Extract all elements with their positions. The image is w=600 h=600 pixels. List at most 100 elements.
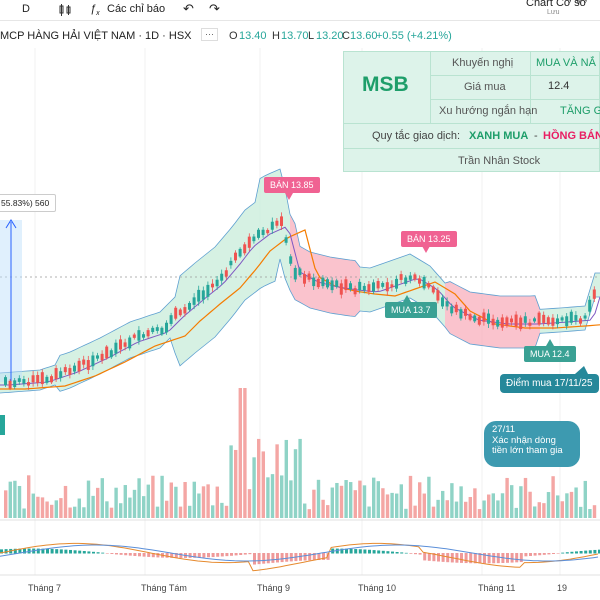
macd-signal-line [0,544,599,562]
indicators-button[interactable]: Các chỉ báo [107,3,166,15]
macd-histogram-bar [69,549,72,554]
macd-histogram-bar [271,553,275,563]
macd-histogram-bar [46,548,49,554]
candlestick-series [4,212,596,391]
macd-histogram-bar [395,551,399,554]
buy-callout-1[interactable]: MUA 13.7 [385,302,437,318]
volume-bar [183,482,187,518]
macd-histogram-bar [280,553,284,563]
candle-body [542,314,546,323]
candle-body [96,355,99,359]
volume-bar [579,506,583,518]
macd-histogram [0,548,600,565]
candle-body [450,306,454,314]
macd-histogram-bar [119,553,123,555]
info-grid-line-h4 [344,148,600,149]
x-axis-label-aug: Tháng Tám [141,583,187,593]
symbol-title[interactable]: MCP HÀNG HẢI VIỆT NAM · 1D · HSX [0,30,192,42]
volume-bar [261,451,265,518]
sell-callout-2[interactable]: BÁN 13.25 [401,231,457,247]
chevron-down-icon[interactable]: ˅ [576,0,582,7]
volume-bar [496,500,500,518]
sell-callout-1[interactable]: BÁN 13.85 [264,177,320,193]
ticker-symbol: MSB [362,73,409,96]
candle-body [528,322,532,326]
macd-histogram-bar [326,553,330,560]
volume-bar [500,493,505,518]
volume-bar [330,487,334,518]
volume-bar [137,478,141,518]
candle-body [404,277,408,284]
macd-histogram-bar [124,553,128,556]
volume-bar [376,481,380,518]
x-axis-label-jul: Tháng 7 [28,583,62,593]
candle-body [155,327,159,331]
bollinger-band-bullish [0,169,600,393]
volume-bar [569,491,574,518]
volume-bar [533,506,537,518]
volume-bar [505,477,509,518]
macd-histogram-bar [243,553,247,555]
measure-base-marker [0,415,5,435]
macd-histogram-bar [18,548,22,554]
candle-body [326,279,329,288]
volume-bar [408,475,413,518]
macd-histogram-bar [82,551,86,554]
buy-callout-2[interactable]: MUA 12.4 [524,346,576,362]
volume-bar [206,484,210,518]
recommendation-value: MUA VÀ NẮ [536,57,596,69]
volume-bar [528,491,532,518]
macd-histogram-bar [225,553,229,557]
macd-histogram-bar [179,553,183,558]
volume-bar [280,475,284,518]
redo-icon[interactable]: ↷ [209,1,220,16]
interval-button[interactable]: D [22,3,30,15]
volume-bar [229,445,233,518]
undo-icon[interactable]: ↶ [183,1,194,16]
volume-bar [284,439,288,518]
candle-body [293,267,297,280]
candle-body [215,279,219,287]
chart-title[interactable]: Chart Cơ sở [526,0,587,9]
volume-bar [211,505,215,518]
candle-body [211,283,214,288]
macd-histogram-bar [381,550,385,554]
more-icon[interactable]: ⋯ [201,28,218,41]
macd-histogram-bar [340,548,344,554]
indicators-icon[interactable]: ƒx [90,3,100,18]
buy-point-callout[interactable]: Điểm mua 17/11/25 [500,374,599,393]
candle-body [119,339,122,350]
candle-body [137,330,141,341]
volume-bar [298,438,302,518]
candle-body [519,317,523,330]
candle-body [454,304,458,313]
sell2-pointer-icon [422,246,430,253]
macd-histogram-bar [96,552,100,554]
candle-body [68,368,72,375]
macd-histogram-bar [23,548,26,554]
macd-histogram-bar [142,553,146,557]
ohlc-l-value: 13.20 [316,30,344,42]
candle-body [247,236,251,248]
volume-bar [422,493,426,518]
candle-body [565,316,569,327]
candle-body [372,282,375,292]
candle-body [188,302,191,310]
money-flow-line3: tiền lớn tham gia [492,445,563,456]
candle-style-icon[interactable] [58,3,72,20]
volume-bar [174,486,178,518]
money-flow-note[interactable]: 27/11 Xác nhận dòng tiền lớn tham gia [484,421,580,467]
measure-label: 55.83%) 560 [0,194,57,212]
ohlc-c-value: 13.60 [350,30,378,42]
candle-body [514,314,518,327]
volume-bar [367,506,371,518]
macd-histogram-bar [59,549,63,554]
trend-label: Xu hướng ngắn hạn [439,105,538,117]
volume-bar [514,507,518,518]
volume-bar [160,475,164,518]
candle-body [358,281,362,291]
candle-body [224,270,228,277]
info-grid-line-v [430,52,431,123]
macd-histogram-bar [584,550,588,554]
